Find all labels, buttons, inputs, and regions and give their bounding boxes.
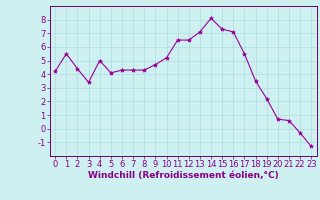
X-axis label: Windchill (Refroidissement éolien,°C): Windchill (Refroidissement éolien,°C)	[88, 171, 279, 180]
